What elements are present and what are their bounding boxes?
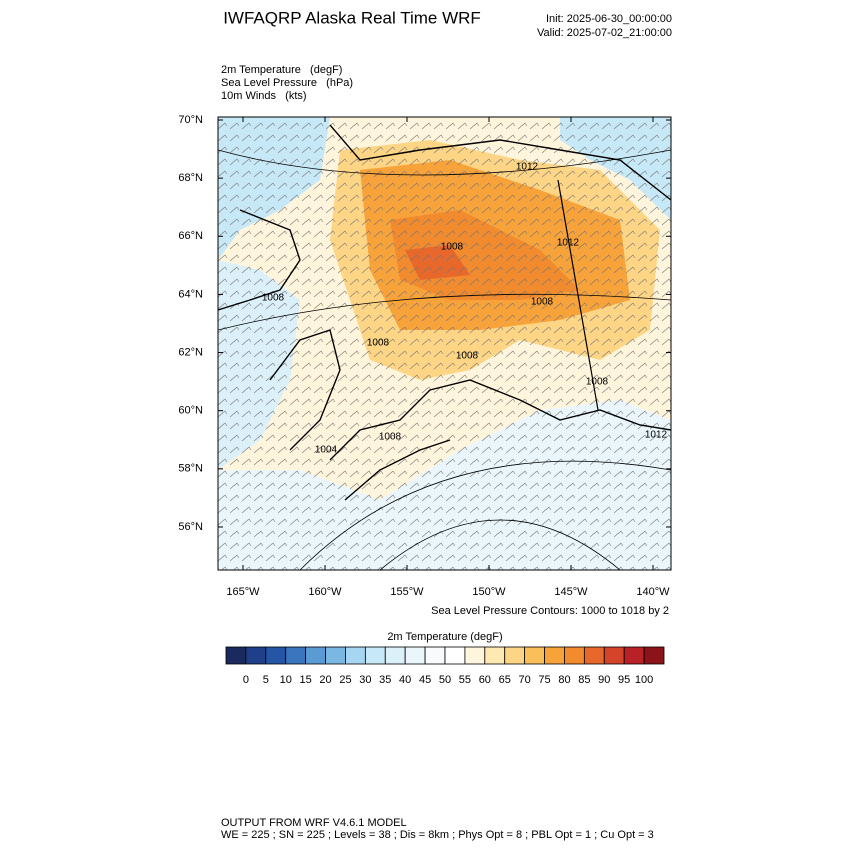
contour-label: 1008: [456, 351, 479, 362]
footer-line: WE = 225 ; SN = 225 ; Levels = 38 ; Dis …: [221, 829, 654, 841]
colorbar-box: [583, 646, 605, 665]
colorbar-box: [643, 646, 665, 665]
colorbar-box: [464, 646, 486, 665]
colorbar-box: [484, 646, 506, 665]
contour-label: 1008: [586, 377, 609, 388]
colorbar-box: [265, 646, 287, 665]
colorbar-box: [345, 646, 366, 665]
colorbar-tick-label: 75: [538, 674, 550, 686]
map-field: [218, 117, 671, 570]
lat-tick-label: 66°N: [178, 230, 203, 242]
colorbar-tick-label: 95: [618, 674, 630, 686]
lon-tick-label: 155°W: [390, 586, 424, 598]
init-time: Init: 2025-06-30_00:00:00: [546, 13, 672, 25]
contour-label: 1012: [557, 238, 580, 249]
lat-tick-label: 56°N: [178, 521, 203, 533]
lat-tick-label: 70°N: [178, 114, 203, 126]
colorbar-box: [285, 646, 307, 665]
colorbar-tick-label: 10: [280, 674, 292, 686]
colorbar-box: [225, 646, 247, 665]
contour-label: 1008: [531, 297, 554, 308]
contour-label: 1008: [379, 432, 402, 443]
colorbar-box: [305, 646, 326, 665]
contour-labels: 1012 1012 1008 1008 1008 1008 1008 1008 …: [262, 162, 668, 456]
colorbar-box: [404, 646, 426, 665]
colorbar-tick-label: 55: [459, 674, 471, 686]
lat-tick-label: 68°N: [178, 172, 203, 184]
colorbar-tick-label: 65: [499, 674, 511, 686]
colorbar-box: [424, 646, 446, 665]
colorbar-box: [544, 646, 565, 665]
colorbar-tick-label: 60: [479, 674, 491, 686]
colorbar-box: [384, 646, 406, 665]
colorbar: 0 5 10 15 20 25 30 35 40 45 50 55 60 65 70 75 80 85 90 95 10…: [225, 646, 665, 686]
colorbar-box: [325, 646, 346, 665]
map-frame: [217, 116, 672, 571]
colorbar-tick-label: 40: [399, 674, 411, 686]
field-name: 10m Winds (kts): [221, 90, 307, 102]
field-name: 2m Temperature (degF): [221, 64, 342, 76]
title: IWFAQRP Alaska Real Time WRF: [223, 8, 481, 27]
colorbar-tick-label: 85: [578, 674, 590, 686]
lat-tick-label: 64°N: [178, 288, 203, 300]
colorbar-tick-label: 70: [519, 674, 531, 686]
colorbar-box: [504, 646, 526, 665]
lon-tick-label: 145°W: [554, 586, 588, 598]
footer-line: OUTPUT FROM WRF V4.6.1 MODEL: [221, 817, 407, 829]
lat-tick-label: 62°N: [178, 346, 203, 358]
colorbar-box: [364, 646, 386, 665]
contour-note: Sea Level Pressure Contours: 1000 to 101…: [431, 605, 669, 617]
lon-tick-label: 160°W: [308, 586, 342, 598]
axes: 56°N 58°N 60°N 62°N 64°N 66°N 68°N 70°N 165°W 160…: [178, 114, 671, 598]
contour-label: 1008: [367, 338, 390, 349]
field-name: Sea Level Pressure (hPa): [221, 77, 353, 89]
colorbar-tick-label: 90: [598, 674, 610, 686]
colorbar-box: [623, 646, 645, 665]
contour-label: 1008: [262, 293, 285, 304]
colorbar-tick-label: 30: [359, 674, 371, 686]
colorbar-tick-label: 50: [439, 674, 451, 686]
colorbar-box: [564, 646, 585, 665]
colorbar-box: [603, 646, 625, 665]
lon-tick-label: 165°W: [226, 586, 260, 598]
lat-tick-label: 60°N: [178, 405, 203, 417]
colorbar-tick-label: 15: [300, 674, 312, 686]
colorbar-tick-label: 5: [263, 674, 269, 686]
lat-tick-label: 58°N: [178, 463, 203, 475]
colorbar-tick-label: 0: [243, 674, 249, 686]
colorbar-tick-label: 80: [558, 674, 570, 686]
lon-tick-label: 150°W: [472, 586, 506, 598]
contour-label: 1012: [645, 430, 668, 441]
valid-time: Valid: 2025-07-02_21:00:00: [537, 27, 672, 39]
colorbar-tick-label: 100: [635, 674, 653, 686]
colorbar-tick-label: 20: [319, 674, 331, 686]
colorbar-box: [524, 646, 545, 665]
contour-label: 1012: [516, 162, 539, 173]
colorbar-tick-label: 25: [339, 674, 351, 686]
contour-label: 1004: [315, 445, 338, 456]
colorbar-tick-label: 45: [419, 674, 431, 686]
colorbar-box: [245, 646, 267, 665]
contour-label: 1008: [441, 242, 464, 253]
colorbar-title: 2m Temperature (degF): [387, 631, 502, 643]
lon-tick-label: 140°W: [636, 586, 670, 598]
colorbar-tick-label: 35: [379, 674, 391, 686]
colorbar-box: [444, 646, 466, 665]
